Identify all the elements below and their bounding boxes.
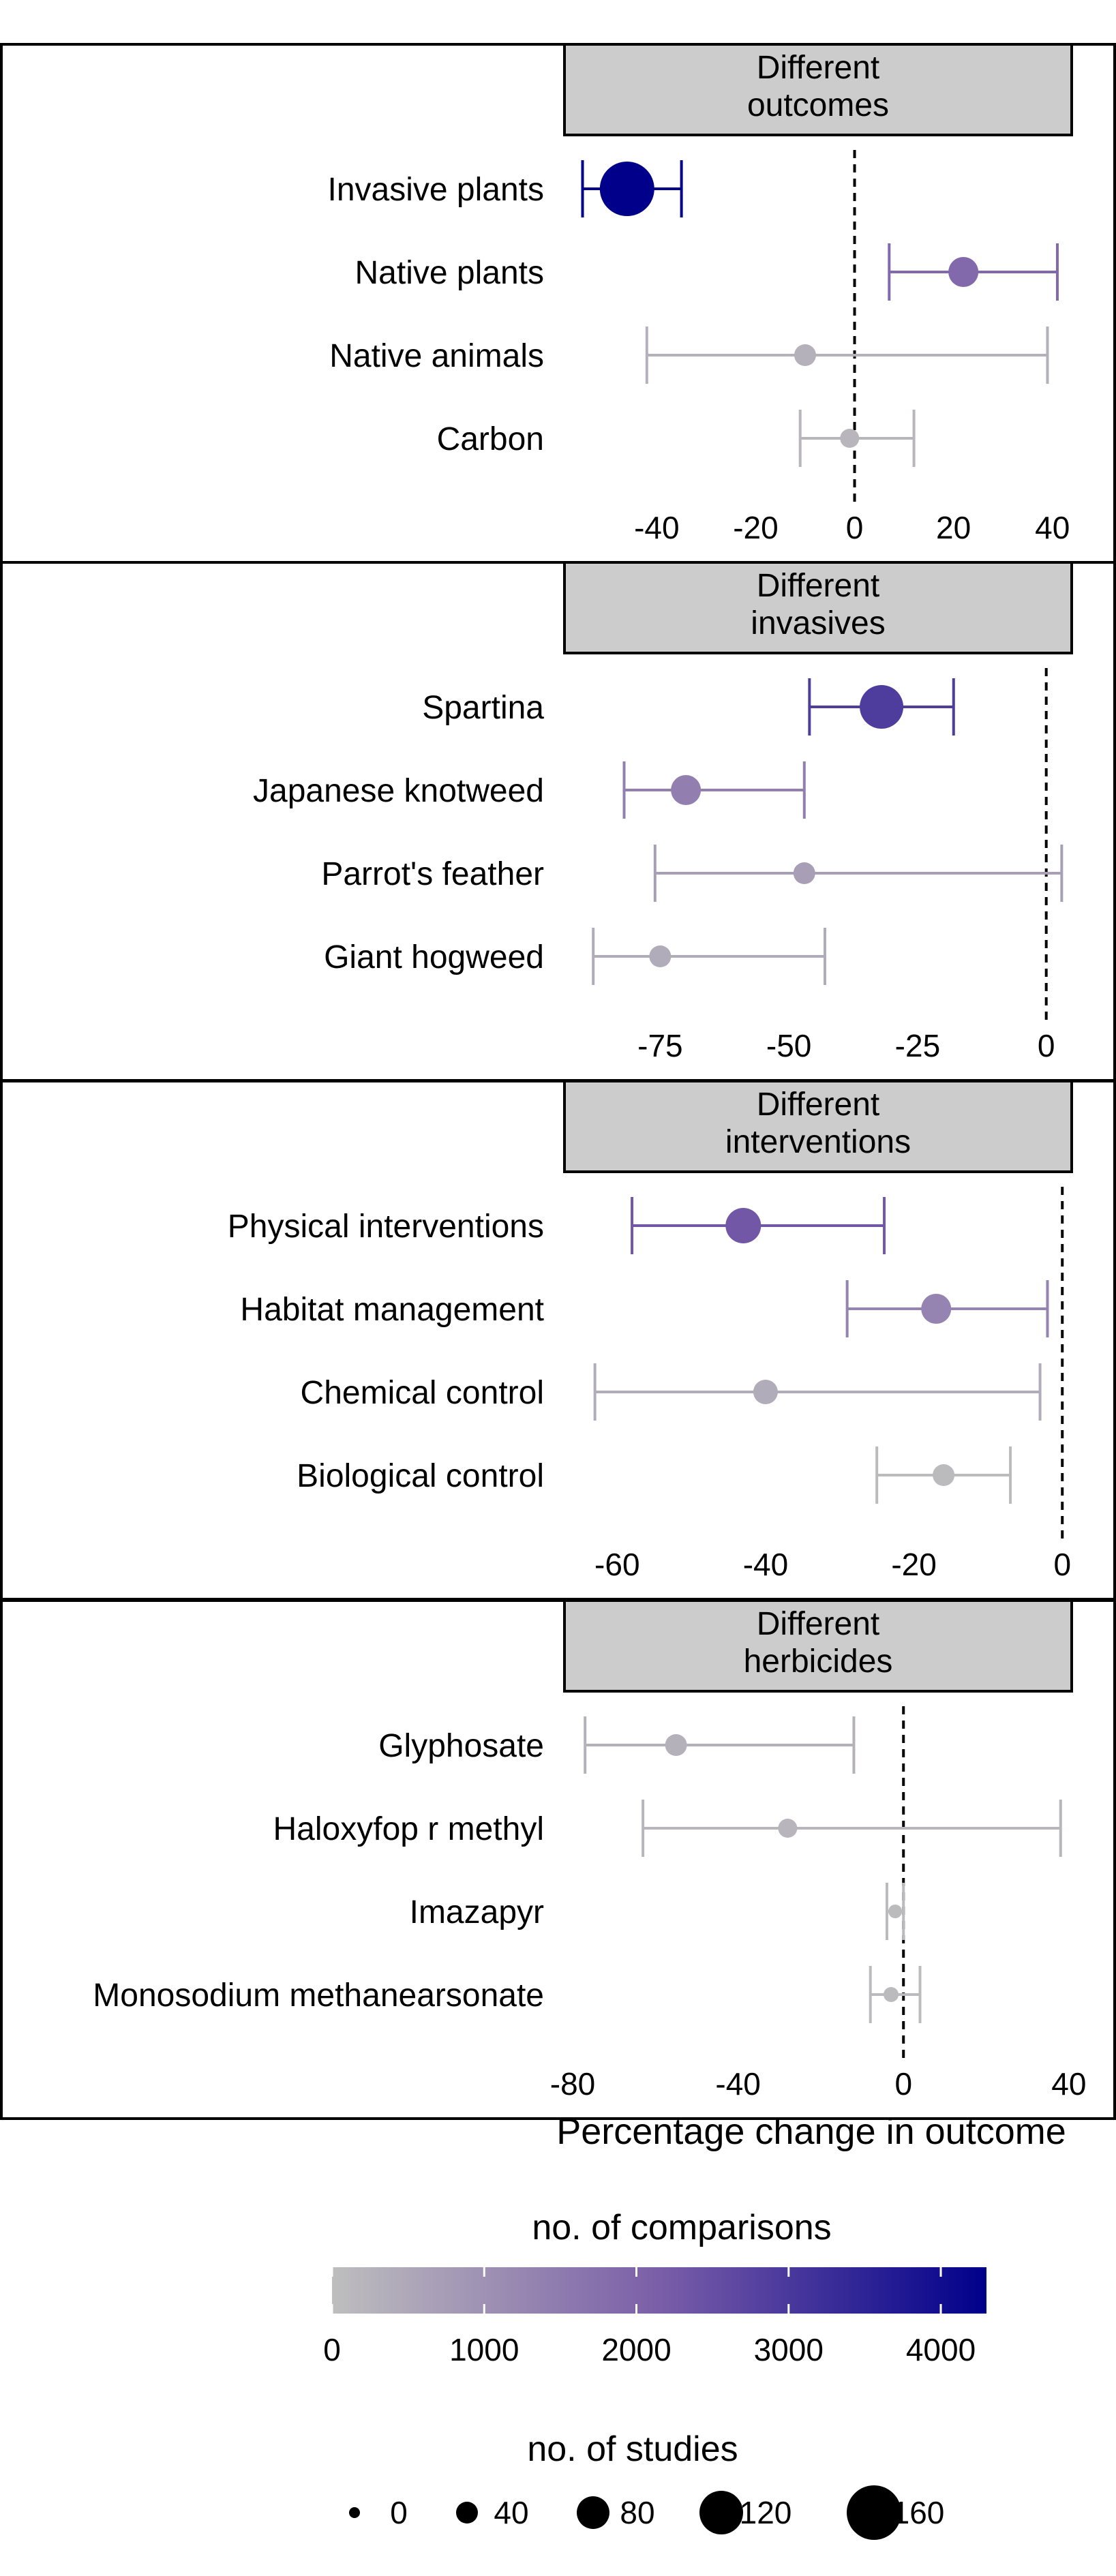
x-tick-label: -50 xyxy=(766,1028,811,1063)
x-tick-label: 0 xyxy=(894,2066,912,2102)
category-label: Glyphosate xyxy=(378,1728,544,1764)
facet-strip xyxy=(563,1080,1073,1173)
colorbar-tick-label: 3000 xyxy=(754,2332,824,2367)
estimate-point xyxy=(671,775,702,805)
x-tick-label: -40 xyxy=(743,1547,788,1582)
estimate-point xyxy=(921,1294,952,1324)
ci-errorbar xyxy=(653,845,1064,902)
panel-border xyxy=(0,1599,1116,2120)
estimate-point xyxy=(793,862,815,884)
size-key-label: 160 xyxy=(892,2495,945,2530)
x-tick-label: 0 xyxy=(1053,1547,1071,1582)
facet-strip-label: Different xyxy=(757,1606,880,1642)
facet-strip-label: Different xyxy=(757,568,880,604)
colorbar-ticks: 0 1000 2000 3000 4000 xyxy=(323,2267,976,2367)
category-label: Imazapyr xyxy=(410,1894,544,1930)
estimate-point xyxy=(665,1734,687,1756)
x-tick-label: 20 xyxy=(936,510,971,545)
comparisons-colorbar xyxy=(332,2267,986,2314)
facet-strip xyxy=(563,1599,1073,1693)
estimate-point xyxy=(778,1819,798,1838)
category-label: Monosodium methanearsonate xyxy=(93,1978,544,2014)
x-axis-label: Percentage change in outcome xyxy=(556,2111,1066,2152)
x-tick-label: -40 xyxy=(634,510,679,545)
ci-errorbar xyxy=(593,1363,1042,1421)
facet-strip-label: invasives xyxy=(751,605,885,641)
estimate-point xyxy=(794,344,816,366)
facet-strip-label: Different xyxy=(757,50,880,86)
size-key-label: 120 xyxy=(740,2495,792,2530)
facet-strip-label: outcomes xyxy=(747,87,889,123)
category-label: Carbon xyxy=(437,421,544,457)
estimate-point xyxy=(884,1987,899,2002)
estimate-point xyxy=(599,162,654,216)
colorbar-tick-label: 0 xyxy=(323,2332,341,2367)
x-tick-label: -60 xyxy=(594,1547,639,1582)
x-tick-label: -40 xyxy=(715,2066,760,2102)
category-label: Biological control xyxy=(297,1458,544,1494)
facet-strip-label: interventions xyxy=(725,1124,911,1160)
x-tick-label: -75 xyxy=(637,1028,682,1063)
size-key-label: 80 xyxy=(620,2495,654,2530)
comparisons-legend-title: no. of comparisons xyxy=(532,2208,831,2247)
estimate-point xyxy=(860,685,904,729)
category-label: Habitat management xyxy=(240,1292,544,1328)
studies-legend: no. of studies 0 40 80 120 160 xyxy=(349,2429,944,2540)
x-tick-label: 40 xyxy=(1035,510,1070,545)
ci-errorbar xyxy=(584,1716,856,1774)
category-label: Haloxyfop r methyl xyxy=(273,1811,544,1847)
studies-legend-title: no. of studies xyxy=(527,2429,738,2469)
facet-strip-label: Different xyxy=(757,1087,880,1123)
category-label: Japanese knotweed xyxy=(253,773,544,809)
colorbar-tick-label: 2000 xyxy=(601,2332,671,2367)
size-key-dot xyxy=(847,2485,901,2540)
x-tick-label: -20 xyxy=(891,1547,936,1582)
colorbar-tick-label: 4000 xyxy=(906,2332,976,2367)
category-label: Spartina xyxy=(422,690,544,726)
ci-errorbar xyxy=(592,928,826,985)
category-label: Invasive plants xyxy=(327,172,544,208)
x-tick-label: 0 xyxy=(1038,1028,1055,1063)
category-label: Native plants xyxy=(355,255,544,291)
comparisons-legend: no. of comparisons 0 1000 2000 3000 4000 xyxy=(323,2208,986,2367)
x-tick-label: -25 xyxy=(895,1028,940,1063)
facet-strip xyxy=(563,561,1073,654)
estimate-point xyxy=(888,1905,903,1918)
ci-errorbar xyxy=(642,1800,1062,1857)
category-label: Giant hogweed xyxy=(324,939,544,975)
size-key-dot xyxy=(349,2507,360,2518)
x-tick-label: -20 xyxy=(733,510,778,545)
x-tick-label: 0 xyxy=(846,510,864,545)
size-key-dot xyxy=(456,2502,478,2524)
ci-errorbar xyxy=(645,327,1049,384)
size-key-label: 0 xyxy=(390,2495,408,2530)
estimate-point xyxy=(753,1380,778,1404)
category-label: Physical interventions xyxy=(228,1209,544,1245)
size-key-label: 40 xyxy=(494,2495,528,2530)
estimate-point xyxy=(725,1208,761,1243)
ci-errorbar xyxy=(622,761,806,819)
category-label: Native animals xyxy=(329,338,544,374)
category-label: Chemical control xyxy=(301,1375,544,1411)
estimate-point xyxy=(840,429,860,448)
estimate-point xyxy=(933,1464,955,1486)
size-key-dot xyxy=(577,2496,609,2529)
estimate-point xyxy=(948,257,979,287)
colorbar-tick-label: 1000 xyxy=(449,2332,519,2367)
facet-strip-label: herbicides xyxy=(744,1643,893,1680)
x-tick-label: -80 xyxy=(550,2066,595,2102)
x-tick-label: 40 xyxy=(1051,2066,1086,2102)
size-key-dot xyxy=(699,2491,743,2534)
category-label: Parrot's feather xyxy=(321,856,544,892)
facet-strip xyxy=(563,43,1073,136)
estimate-point xyxy=(649,945,672,967)
size-keys: 0 40 80 120 160 xyxy=(349,2485,944,2540)
